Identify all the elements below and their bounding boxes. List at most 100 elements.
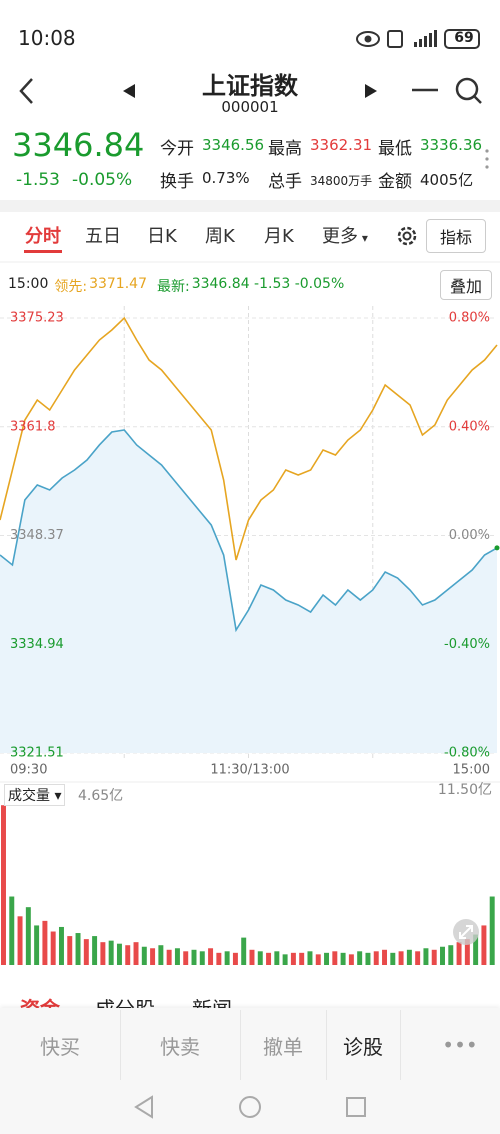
nav-recent[interactable] (346, 1097, 366, 1117)
action-button[interactable]: 撤单 (240, 1010, 327, 1080)
volume-bar (166, 949, 172, 965)
stat-label: 总手 (268, 172, 302, 192)
title: 上证指数 (202, 72, 298, 100)
action-button[interactable]: 快卖 (120, 1010, 241, 1080)
nav-back[interactable] (134, 1095, 153, 1119)
y2-tick-label: 0.40% (449, 419, 490, 434)
volume-bar (290, 952, 296, 965)
volume-bar (440, 946, 445, 965)
volume-bar (266, 952, 272, 965)
action-button[interactable]: 诊股 (326, 1010, 401, 1080)
tab[interactable]: 更多 ▾ (322, 226, 368, 247)
action-bar (0, 1008, 500, 1080)
volume-bar (125, 945, 131, 965)
volume-bar (17, 916, 23, 965)
volume-label: 成交量 (8, 788, 50, 804)
volume-bar (141, 946, 147, 965)
overlay-button[interactable]: 叠加 (440, 270, 492, 300)
search-button[interactable] (454, 76, 484, 106)
volume-bar (83, 939, 89, 965)
latest-label: 最新: (156, 279, 190, 295)
volume-bar (191, 949, 197, 965)
clock: 10:08 (18, 26, 76, 50)
change: -1.53 (16, 170, 60, 190)
tab-underline (24, 250, 62, 253)
volume-bar (332, 951, 338, 965)
y-tick-label: 3348.37 (10, 528, 64, 543)
stat-label: 最高 (268, 139, 302, 159)
next-button[interactable] (362, 82, 380, 100)
tab[interactable]: 五日 (85, 226, 121, 247)
y2-tick-label: -0.40% (444, 637, 490, 652)
dropdown-arrow: ▾ (358, 231, 368, 245)
y-tick-label: 3321.51 (10, 746, 64, 761)
area (0, 429, 497, 753)
y-tick-label: 3334.94 (10, 637, 64, 652)
volume-bar (67, 936, 73, 965)
volume-bar (116, 943, 122, 965)
volume-selector[interactable]: 成交量 ▾ (4, 784, 66, 806)
line (0, 429, 498, 633)
status-icons (356, 29, 480, 49)
volume-bar (42, 920, 48, 965)
tab[interactable]: 分时 (25, 226, 61, 247)
volume-bar (340, 952, 346, 965)
volume-bar (249, 949, 255, 965)
expand-button[interactable] (452, 918, 480, 946)
volume-bar (174, 948, 180, 965)
settings-button[interactable] (394, 223, 420, 249)
volume-bar (357, 951, 363, 965)
separator (0, 200, 500, 212)
volume-bar (448, 945, 454, 965)
volume-bar (232, 952, 238, 965)
volume-bar (382, 949, 388, 965)
stat-value: 3362.31 (310, 136, 373, 154)
indicator-button[interactable]: 指标 (426, 219, 486, 253)
y2-tick-label: 0.00% (449, 528, 490, 543)
volume-bar (456, 942, 462, 965)
volume-bar (315, 954, 321, 965)
last-point (494, 545, 500, 551)
stat-label: 最低 (378, 139, 412, 159)
volume-bar (464, 939, 470, 965)
volume-bar (50, 931, 56, 965)
volume-bar (324, 952, 330, 965)
more-dots[interactable] (484, 148, 490, 172)
volume-bar (133, 942, 139, 965)
volume-bar (390, 952, 396, 965)
volume-bar (1, 805, 6, 965)
code: 000001 (221, 98, 279, 116)
volume-bar (373, 951, 379, 965)
back-button[interactable] (16, 76, 40, 106)
volume-tick-label: 11.50亿 (438, 782, 492, 798)
tab[interactable]: 月K (264, 226, 294, 247)
minimize-button[interactable] (410, 80, 440, 100)
more-actions[interactable]: ••• (442, 1033, 478, 1057)
volume-bar (299, 952, 305, 965)
volume-bar (25, 907, 31, 965)
volume-bar (34, 925, 40, 965)
volume-bar (150, 948, 156, 965)
y2-tick-label: 0.80% (449, 311, 490, 326)
y-tick-label: 3361.8 (10, 419, 56, 434)
stat-label: 金额 (378, 172, 412, 192)
volume-bar (398, 951, 404, 965)
volume-bar (92, 936, 98, 965)
nav-icons (134, 1095, 366, 1119)
nav-home[interactable] (239, 1096, 261, 1118)
line (0, 316, 498, 561)
volume-bar (431, 949, 437, 965)
volume-bar (257, 951, 263, 965)
tab[interactable]: 日K (147, 226, 177, 247)
change-pct: -0.05% (72, 170, 133, 190)
volume-bar (365, 952, 371, 965)
volume-bar (108, 940, 114, 965)
volume-bar (241, 937, 247, 965)
volume-bar (58, 926, 64, 965)
tab[interactable]: 周K (205, 226, 235, 247)
x-tick-label: 09:30 (10, 763, 47, 778)
prev-button[interactable] (120, 82, 138, 100)
action-button[interactable]: 快买 (0, 1010, 121, 1080)
volume-bar (208, 948, 214, 965)
